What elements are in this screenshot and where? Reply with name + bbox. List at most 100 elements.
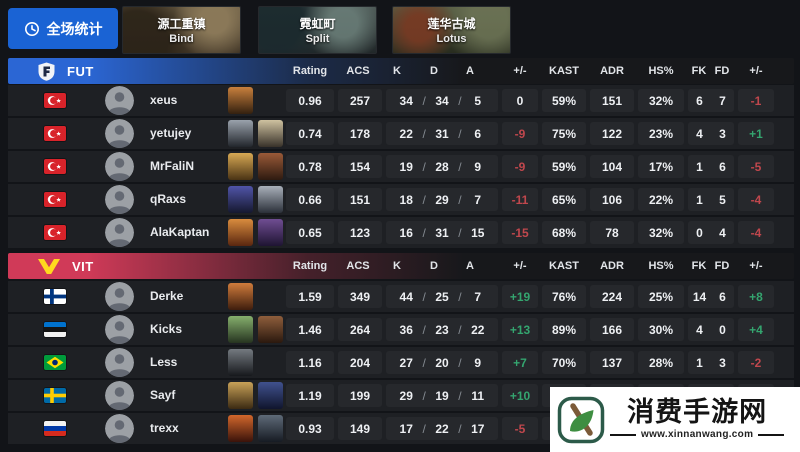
stat-fkfd-plusminus: +1 [738, 122, 774, 145]
stat-kda: 22 / 31 / 6 [386, 122, 498, 145]
tab-map-lotus[interactable]: 莲华古城 Lotus [392, 6, 511, 54]
stat-kills: 16 [399, 225, 413, 240]
stat-fk: 4 [696, 322, 703, 337]
column-header-plusminus: +/- [749, 260, 763, 272]
player-name: Sayf [150, 388, 176, 402]
stat-acs: 154 [338, 155, 382, 178]
player-name: Less [150, 355, 178, 369]
stat-rating: 0.96 [286, 89, 334, 112]
player-row-derke[interactable]: Derke 1.59 349 44 / 25 / 7 +19 76% 224 25% 14 6 +8 [8, 281, 794, 312]
stat-kills: 27 [399, 355, 413, 370]
kda-separator: / [458, 388, 462, 403]
agent-icon [228, 120, 253, 147]
stat-kda: 34 / 34 / 5 [386, 89, 498, 112]
column-header-kast: KAST [549, 65, 579, 77]
column-header-adr: ADR [600, 260, 624, 272]
stat-acs: 204 [338, 351, 382, 374]
stat-hs-percent: 23% [638, 122, 684, 145]
kda-separator: / [422, 421, 426, 436]
stat-kda: 18 / 29 / 7 [386, 188, 498, 211]
player-row-kicks[interactable]: Kicks 1.46 264 36/23/22 +13 89% 166 30% 4 0 +4 [8, 314, 794, 345]
agent-icon [228, 415, 253, 442]
player-name: Derke [150, 289, 184, 303]
tab-map-split[interactable]: 霓虹町 Split [258, 6, 377, 54]
flag-tr-icon [44, 159, 66, 174]
tab-map-bind[interactable]: 源工重镇 Bind [122, 6, 241, 54]
stat-kda: 29 / 19 / 11 [386, 384, 498, 407]
stat-kast: 65% [542, 188, 586, 211]
stat-fk: 1 [696, 192, 703, 207]
stat-deaths: 25 [435, 289, 449, 304]
stat-assists: 9 [474, 355, 482, 370]
stat-fk: 1 [696, 159, 703, 174]
stat-kast: 89% [542, 318, 586, 341]
flag-ru-icon [44, 421, 66, 436]
stat-kda: 16 / 31 / 15 [386, 221, 498, 244]
stat-plusminus: -9 [502, 155, 538, 178]
divider [758, 433, 785, 436]
map-name-en: Lotus [436, 33, 467, 45]
stat-kda: 19 / 28 / 9 [386, 155, 498, 178]
stat-deaths: 31 [435, 126, 449, 141]
stat-plusminus: +19 [502, 285, 538, 308]
stat-fk: 0 [696, 225, 703, 240]
overall-stats-button[interactable]: 全场统计 [8, 8, 118, 49]
column-header-rating: Rating [292, 260, 328, 272]
flag-tr-icon [44, 93, 66, 108]
agent-icons [228, 120, 283, 147]
player-name: xeus [150, 93, 178, 107]
kda-separator: / [458, 289, 462, 304]
stat-deaths: 34 [435, 93, 449, 108]
player-avatar [105, 218, 134, 247]
stat-hs-percent: 32% [638, 89, 684, 112]
player-row-mrfalin[interactable]: MrFaliN 0.78 154 19/28/9 -9 59% 104 17% 1 6 -5 [8, 151, 794, 182]
stat-fd: 3 [719, 126, 726, 141]
player-row-yetujey[interactable]: yetujey 0.74 178 22/31/6 -9 75% 122 23% 4 3 +1 [8, 118, 794, 149]
player-avatar [105, 282, 134, 311]
agent-icons [228, 153, 283, 180]
stat-deaths: 23 [435, 322, 449, 337]
column-headers: Rating ACS K D A +/- KAST ADR HS% FK FD +/- [8, 253, 794, 279]
stat-acs: 349 [338, 285, 382, 308]
kda-separator: / [458, 355, 462, 370]
stat-adr: 106 [590, 188, 634, 211]
stat-hs-percent: 30% [638, 318, 684, 341]
stat-assists: 6 [474, 126, 482, 141]
stat-rating: 0.93 [286, 417, 334, 440]
stat-fk-fd: 14 6 [688, 285, 734, 308]
stat-assists: 7 [474, 192, 482, 207]
agent-icon [258, 415, 283, 442]
player-row-qraxs[interactable]: qRaxs 0.66 151 18/29/7 -11 65% 106 22% 1 5 -4 [8, 184, 794, 215]
team-header-fut: FUT Rating ACS K D A +/- KAST ADR HS% FK FD +/- [8, 58, 794, 84]
stat-kast: 68% [542, 221, 586, 244]
watermark: 消费手游网 www.xinnanwang.com [550, 387, 800, 452]
agent-icons [228, 219, 283, 246]
stat-fkfd-plusminus: -2 [738, 351, 774, 374]
stat-kda: 17 / 22 / 17 [386, 417, 498, 440]
stat-plusminus: -5 [502, 417, 538, 440]
stat-kda: 27 / 20 / 9 [386, 351, 498, 374]
flag-tr-icon [44, 192, 66, 207]
watermark-title: 消费手游网 [627, 396, 768, 428]
stat-acs: 151 [338, 188, 382, 211]
stat-hs-percent: 25% [638, 285, 684, 308]
column-header-a: A [466, 260, 474, 272]
player-row-alakaptan[interactable]: AlaKaptan 0.65 123 16/31/15 -15 68% 78 32% 0 4 -4 [8, 217, 794, 248]
kda-separator: / [422, 159, 426, 174]
player-row-less[interactable]: Less 1.16 204 27/20/9 +7 70% 137 28% 1 3 -2 [8, 347, 794, 378]
agent-icon [228, 349, 253, 376]
player-name: Kicks [150, 322, 183, 336]
player-row-xeus[interactable]: xeus 0.96 257 34/34/5 0 59% 151 32% 6 7 -1 [8, 85, 794, 116]
stat-fd: 6 [719, 159, 726, 174]
kda-separator: / [422, 225, 426, 240]
stat-deaths: 29 [435, 192, 449, 207]
stat-deaths: 19 [435, 388, 449, 403]
player-name: MrFaliN [150, 159, 195, 173]
stat-fd: 4 [719, 225, 726, 240]
agent-icon [228, 283, 253, 310]
stat-deaths: 22 [435, 421, 449, 436]
stat-rating: 0.74 [286, 122, 334, 145]
column-header-acs: ACS [346, 65, 370, 77]
stat-kda: 44 / 25 / 7 [386, 285, 498, 308]
